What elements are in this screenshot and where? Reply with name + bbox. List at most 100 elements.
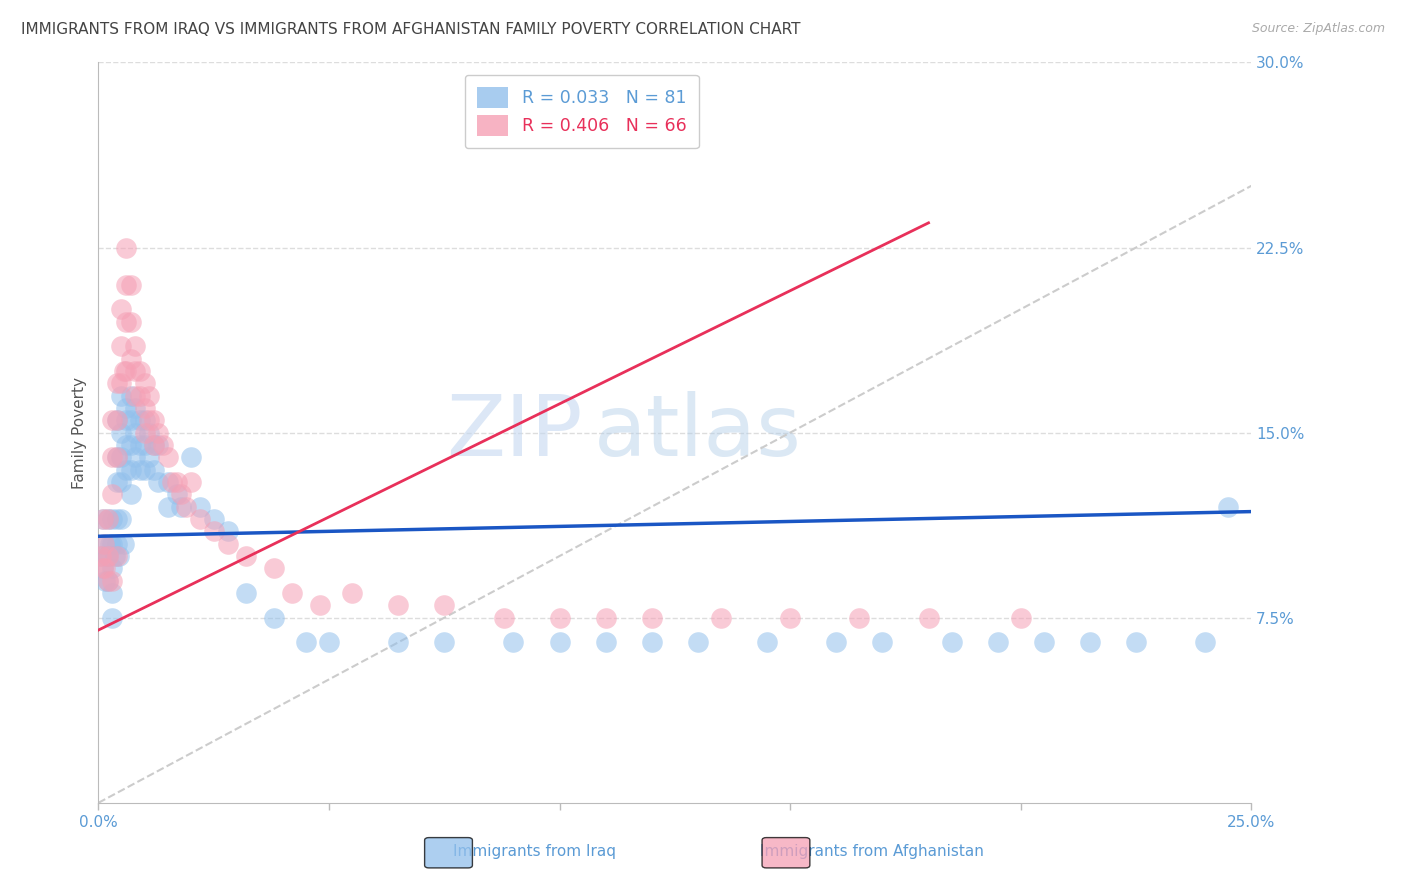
Point xyxy=(308,599,330,613)
Point xyxy=(103,549,125,563)
Point xyxy=(110,450,132,465)
Point xyxy=(156,475,179,489)
Point xyxy=(110,512,132,526)
Point xyxy=(502,635,524,649)
Point xyxy=(160,475,183,489)
Point xyxy=(108,549,131,563)
Point xyxy=(105,450,128,465)
Point xyxy=(98,537,121,551)
Point xyxy=(138,389,160,403)
Point xyxy=(120,277,142,292)
Point xyxy=(105,512,128,526)
Point xyxy=(1125,635,1147,649)
Point xyxy=(101,537,124,551)
Point xyxy=(595,635,617,649)
Point xyxy=(263,561,285,575)
Point xyxy=(180,475,202,489)
Point xyxy=(148,438,170,452)
Point xyxy=(105,475,128,489)
Point xyxy=(433,599,456,613)
Point xyxy=(138,413,160,427)
Point xyxy=(548,611,571,625)
Point xyxy=(641,611,664,625)
Point xyxy=(124,364,146,378)
Point xyxy=(96,549,118,563)
Point xyxy=(124,401,146,415)
Point xyxy=(120,389,142,403)
Point xyxy=(120,487,142,501)
Point xyxy=(120,463,142,477)
Point xyxy=(94,574,117,588)
Point xyxy=(235,549,257,563)
Point xyxy=(105,537,128,551)
Point xyxy=(129,463,152,477)
Point xyxy=(129,413,152,427)
Point xyxy=(97,549,120,563)
Point xyxy=(433,635,456,649)
Point xyxy=(120,438,142,452)
Point xyxy=(166,475,188,489)
Point xyxy=(101,512,124,526)
Point xyxy=(987,635,1010,649)
Point xyxy=(93,537,115,551)
Point xyxy=(180,450,202,465)
Point xyxy=(340,586,363,600)
Point xyxy=(825,635,848,649)
Point xyxy=(156,500,179,514)
Point xyxy=(142,413,165,427)
Point xyxy=(120,413,142,427)
Point xyxy=(142,463,165,477)
Text: ZIP: ZIP xyxy=(446,391,582,475)
Point xyxy=(134,463,156,477)
Point xyxy=(779,611,801,625)
Point xyxy=(941,635,963,649)
Point xyxy=(90,549,112,563)
Point xyxy=(170,500,193,514)
Point xyxy=(174,500,197,514)
Point xyxy=(110,302,132,317)
Point xyxy=(188,512,211,526)
Point xyxy=(115,413,138,427)
Point xyxy=(97,549,120,563)
Legend: R = 0.033   N = 81, R = 0.406   N = 66: R = 0.033 N = 81, R = 0.406 N = 66 xyxy=(464,75,699,148)
Point xyxy=(94,561,117,575)
Point xyxy=(148,425,170,440)
Point xyxy=(101,574,124,588)
Point xyxy=(1194,635,1216,649)
Point xyxy=(138,450,160,465)
Point xyxy=(101,413,124,427)
Point xyxy=(124,389,146,403)
Point xyxy=(101,450,124,465)
Point xyxy=(124,339,146,353)
Point xyxy=(115,401,138,415)
Text: IMMIGRANTS FROM IRAQ VS IMMIGRANTS FROM AFGHANISTAN FAMILY POVERTY CORRELATION C: IMMIGRANTS FROM IRAQ VS IMMIGRANTS FROM … xyxy=(21,22,800,37)
Point xyxy=(387,635,409,649)
Point xyxy=(263,611,285,625)
Point xyxy=(110,376,132,391)
Point xyxy=(710,611,733,625)
Point xyxy=(115,241,138,255)
Point xyxy=(148,475,170,489)
Point xyxy=(387,599,409,613)
Point xyxy=(112,364,135,378)
Y-axis label: Family Poverty: Family Poverty xyxy=(72,376,87,489)
Point xyxy=(129,389,152,403)
Point xyxy=(105,450,128,465)
Point xyxy=(97,574,120,588)
Text: Source: ZipAtlas.com: Source: ZipAtlas.com xyxy=(1251,22,1385,36)
Point xyxy=(91,561,114,575)
Point xyxy=(1010,611,1032,625)
Point xyxy=(97,512,120,526)
Point xyxy=(202,524,225,539)
Point xyxy=(129,438,152,452)
Point xyxy=(1078,635,1101,649)
Point xyxy=(686,635,709,649)
Point xyxy=(90,549,112,563)
Point xyxy=(138,425,160,440)
Point xyxy=(134,438,156,452)
Point xyxy=(105,549,128,563)
Point xyxy=(110,475,132,489)
Point xyxy=(166,487,188,501)
Point xyxy=(295,635,318,649)
Point xyxy=(217,524,239,539)
